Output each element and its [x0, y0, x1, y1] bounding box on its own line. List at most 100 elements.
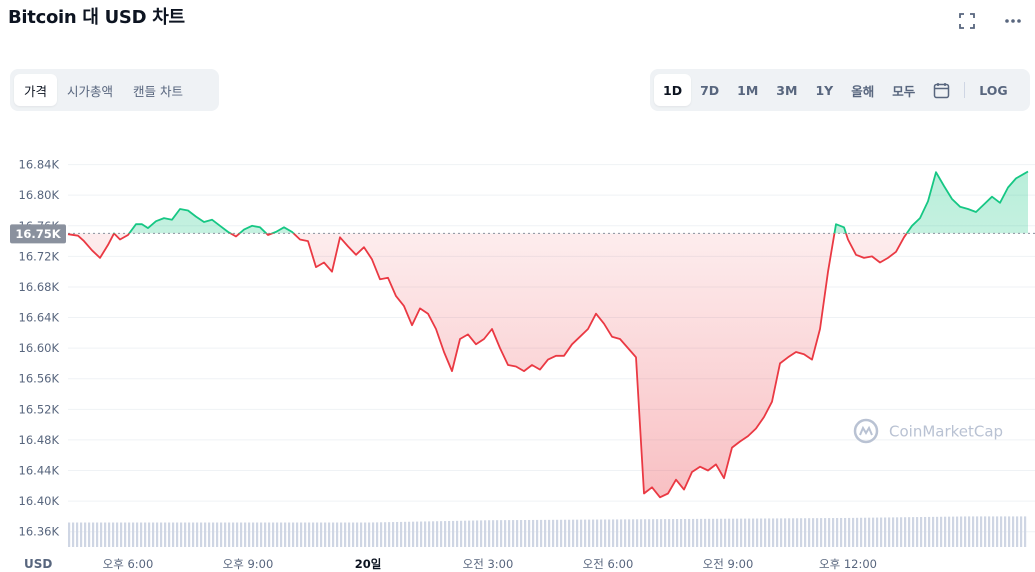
volume-bar — [228, 522, 231, 547]
price-line — [67, 170, 1029, 499]
y-tick-label: 16.40K — [19, 494, 60, 508]
y-tick-label: 16.60K — [19, 341, 60, 355]
volume-bar — [840, 517, 843, 547]
x-tick-label: 오후 9:00 — [223, 557, 274, 571]
watermark: CoinMarketCap — [853, 418, 1003, 444]
volume-bar — [352, 522, 355, 547]
y-tick-label: 16.80K — [19, 188, 60, 202]
range-7d[interactable]: 7D — [700, 82, 720, 98]
volume-bar — [320, 522, 323, 547]
volume-bar — [416, 521, 419, 547]
volume-bar — [820, 518, 823, 547]
volume-bar — [216, 522, 219, 547]
tab-price[interactable]: 가격 — [14, 74, 58, 106]
volume-bar — [956, 516, 959, 547]
volume-bar — [224, 522, 227, 547]
volume-bar — [292, 522, 295, 547]
volume-bar — [996, 516, 999, 547]
volume-bar — [792, 518, 795, 547]
volume-bar — [400, 521, 403, 547]
volume-bar — [148, 522, 151, 547]
volume-bar — [212, 522, 215, 547]
volume-bar — [444, 521, 447, 547]
range-3m[interactable]: 3M — [776, 82, 798, 98]
volume-bar — [640, 519, 643, 547]
volume-bar — [344, 522, 347, 547]
volume-bar — [524, 520, 527, 547]
volume-bar — [436, 521, 439, 547]
volume-bar — [392, 522, 395, 547]
chart-title: Bitcoin 대 USD 차트 — [8, 7, 185, 28]
calendar-button[interactable] — [924, 74, 959, 106]
range-1m[interactable]: 1M — [737, 82, 759, 98]
volume-bar — [464, 520, 467, 547]
volume-bar — [656, 519, 659, 547]
range-ytd[interactable]: 올해 — [851, 83, 875, 99]
price-chart: 16.84K16.80K16.76K16.72K16.68K16.64K16.6… — [10, 158, 1035, 571]
volume-bar — [564, 519, 567, 547]
volume-bar — [752, 518, 755, 547]
metric-tabs: 가격 시가총액 캔들 차트 — [10, 69, 219, 111]
volume-bar — [488, 520, 491, 547]
volume-bar — [904, 517, 907, 547]
volume-bar — [920, 517, 923, 547]
volume-bar — [800, 518, 803, 547]
volume-bar — [648, 519, 651, 547]
volume-bar — [104, 522, 107, 547]
y-tick-label: 16.44K — [19, 464, 60, 478]
volume-bar — [384, 522, 387, 547]
volume-bar — [888, 517, 891, 547]
volume-bar — [288, 522, 291, 547]
volume-bar — [688, 518, 691, 547]
volume-bar — [728, 518, 731, 547]
volume-bar — [1024, 516, 1027, 547]
volume-bar — [924, 516, 927, 547]
volume-bar — [576, 519, 579, 547]
volume-bar — [336, 522, 339, 547]
more-icon[interactable] — [1003, 11, 1023, 31]
volume-bar — [712, 518, 715, 547]
volume-bar — [580, 519, 583, 547]
volume-bar — [612, 519, 615, 547]
volume-bar — [624, 519, 627, 547]
y-axis: 16.84K16.80K16.76K16.72K16.68K16.64K16.6… — [19, 158, 60, 539]
y-tick-label: 16.56K — [19, 372, 60, 386]
area-above-reference — [113, 171, 1028, 234]
fullscreen-icon[interactable] — [957, 11, 977, 31]
volume-bar — [932, 516, 935, 547]
volume-bar — [100, 522, 103, 547]
volume-bar — [116, 522, 119, 547]
volume-bar — [408, 521, 411, 547]
volume-bar — [424, 521, 427, 547]
volume-bar — [312, 522, 315, 547]
log-scale-toggle[interactable]: LOG — [979, 82, 1008, 98]
volume-bar — [620, 519, 623, 547]
volume-bar — [864, 517, 867, 547]
volume-bar — [872, 517, 875, 547]
volume-bar — [848, 517, 851, 547]
currency-label: USD — [24, 557, 52, 571]
range-1y[interactable]: 1Y — [815, 82, 834, 98]
x-tick-label: 오전 3:00 — [463, 557, 514, 571]
range-all[interactable]: 모두 — [892, 83, 916, 99]
range-tabs: 1D 7D 1M 3M 1Y 올해 모두 LOG — [650, 69, 1030, 111]
range-1d[interactable]: 1D — [654, 74, 692, 106]
tab-candle-chart[interactable]: 캔들 차트 — [133, 83, 184, 99]
volume-bar — [84, 522, 87, 547]
volume-bar — [136, 522, 139, 547]
volume-bar — [908, 517, 911, 547]
volume-bar — [176, 522, 179, 547]
volume-bar — [768, 518, 771, 547]
volume-bar — [120, 522, 123, 547]
volume-bar — [780, 518, 783, 547]
volume-bar — [448, 520, 451, 547]
volume-bar — [628, 519, 631, 547]
volume-bar — [76, 522, 79, 547]
volume-bar — [304, 522, 307, 547]
volume-bar — [880, 517, 883, 547]
volume-bar — [184, 522, 187, 547]
volume-bar — [808, 518, 811, 547]
volume-bar — [480, 520, 483, 547]
tab-market-cap[interactable]: 시가총액 — [67, 83, 114, 99]
volume-bar — [636, 519, 639, 547]
